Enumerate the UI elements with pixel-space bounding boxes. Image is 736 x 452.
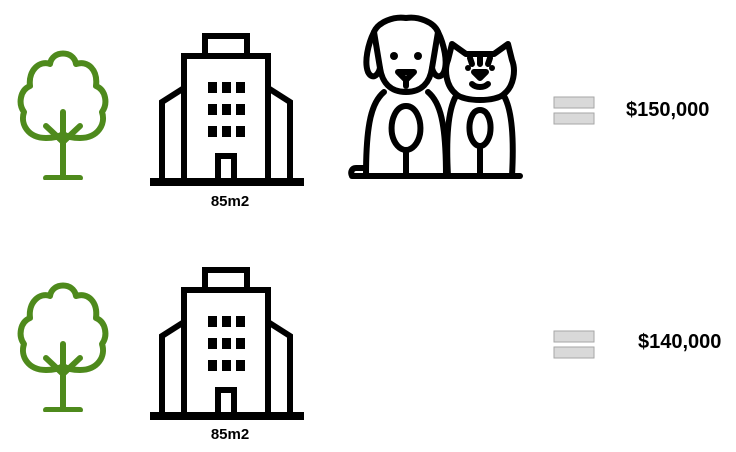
equals-icon (553, 330, 595, 359)
building-icon (150, 267, 304, 420)
pets-icon (348, 14, 523, 179)
tree-icon (17, 50, 109, 180)
price-label: $150,000 (626, 99, 710, 121)
cat-icon (443, 41, 523, 179)
area-label: 85m2 (210, 193, 250, 210)
building-icon (150, 33, 304, 186)
comparison-row-2: 85m2 $140,000 (0, 232, 736, 452)
dog-icon (348, 14, 449, 179)
comparison-row-1: 85m2 (0, 0, 736, 220)
tree-icon (17, 282, 109, 412)
price-label: $140,000 (638, 331, 722, 353)
equals-icon (553, 96, 595, 125)
area-label: 85m2 (210, 426, 250, 443)
